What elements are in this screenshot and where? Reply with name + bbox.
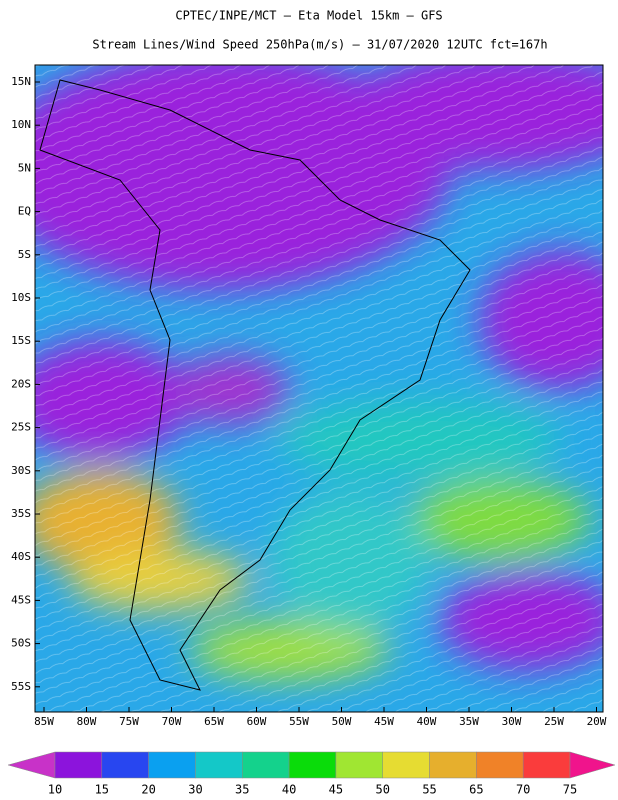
colorbar-label: 35 xyxy=(235,783,249,797)
colorbar-box xyxy=(54,751,103,779)
colorbar-label: 15 xyxy=(95,783,109,797)
lon-label: 85W xyxy=(34,715,54,728)
lon-label: 80W xyxy=(77,715,97,728)
lat-label: 15S xyxy=(11,334,31,347)
lat-label: 5N xyxy=(18,161,31,174)
colorbar-box xyxy=(242,751,290,779)
lon-label: 20W xyxy=(587,715,607,728)
map-field xyxy=(35,65,603,712)
lon-label: 25W xyxy=(544,715,564,728)
lon-label: 70W xyxy=(162,715,182,728)
colorbar-box xyxy=(429,751,477,779)
lat-label: 10N xyxy=(11,118,31,131)
colorbar-arrow xyxy=(7,751,56,779)
colorbar-arrow xyxy=(569,751,616,779)
colorbar-box xyxy=(382,751,430,779)
lat-label: 5S xyxy=(18,248,31,261)
colorbar-label: 65 xyxy=(469,783,483,797)
lat-label: 30S xyxy=(11,464,31,477)
coastline xyxy=(39,79,471,691)
lat-label: 20S xyxy=(11,377,31,390)
colorbar-box xyxy=(288,751,337,779)
colorbar-box xyxy=(335,751,383,779)
colorbar-box xyxy=(522,751,571,779)
lon-label: 50W xyxy=(332,715,352,728)
lon-label: 75W xyxy=(119,715,139,728)
colorbar-label: 75 xyxy=(563,783,577,797)
lat-label: 10S xyxy=(11,291,31,304)
colorbar-label: 30 xyxy=(188,783,202,797)
colorbar-box xyxy=(476,751,524,779)
lon-label: 45W xyxy=(374,715,394,728)
colorbar-box xyxy=(195,751,243,779)
lon-label: 60W xyxy=(247,715,267,728)
title: CPTEC/INPE/MCT — Eta Model 15km — GFS xyxy=(175,9,442,23)
lat-label: 35S xyxy=(11,507,31,520)
colorbar-label: 20 xyxy=(141,783,155,797)
lat-label: 45S xyxy=(11,593,31,606)
lon-label: 35W xyxy=(459,715,479,728)
lat-label: 40S xyxy=(11,550,31,563)
lat-label: EQ xyxy=(18,205,31,218)
colorbar-label: 55 xyxy=(422,783,436,797)
colorbar-label: 50 xyxy=(376,783,390,797)
lat-label: 15N xyxy=(11,75,31,88)
colorbar-label: 40 xyxy=(282,783,296,797)
lat-label: 50S xyxy=(11,637,31,650)
subtitle: Stream Lines/Wind Speed 250hPa(m/s) — 31… xyxy=(92,38,547,52)
colorbar-label: 70 xyxy=(516,783,530,797)
colorbar-label: 10 xyxy=(48,783,62,797)
lat-label: 55S xyxy=(11,680,31,693)
lon-label: 30W xyxy=(502,715,522,728)
lon-label: 65W xyxy=(204,715,224,728)
colorbar-label: 45 xyxy=(329,783,343,797)
lat-label: 25S xyxy=(11,421,31,434)
lon-label: 40W xyxy=(417,715,437,728)
lon-label: 55W xyxy=(289,715,309,728)
colorbar-box xyxy=(101,751,149,779)
colorbar-box xyxy=(148,751,196,779)
map-frame xyxy=(34,64,604,713)
